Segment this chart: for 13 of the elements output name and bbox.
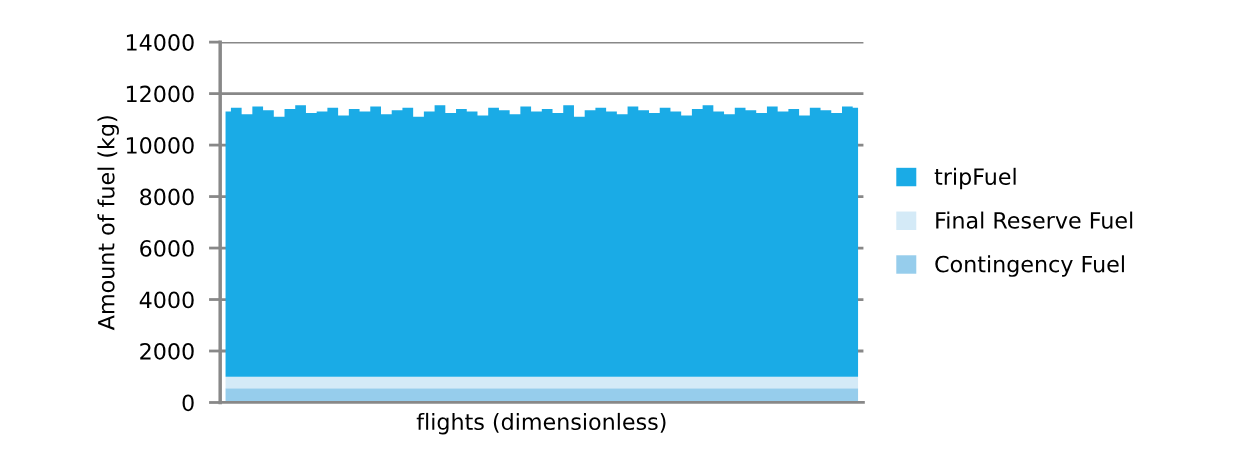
legend-label: tripFuel: [934, 167, 1016, 190]
legend-label: Contingency Fuel: [935, 255, 1124, 277]
y-tick-label: 10000: [126, 137, 194, 154]
y-tick-label: 4000: [139, 291, 194, 309]
y-tick-label: 8000: [140, 188, 194, 206]
y-tick-label: 12000: [126, 85, 194, 103]
y-axis-title: Amount of fuel (kg): [97, 116, 119, 331]
y-tick-label: 2000: [140, 342, 194, 360]
y-tick-label: 6000: [140, 239, 194, 257]
x-axis-title: flights (dimensionless): [416, 412, 666, 435]
legend-label: Final Reserve Fuel: [936, 211, 1133, 229]
y-tick-label: 14000: [126, 34, 194, 51]
y-tick-label: 0: [182, 394, 194, 412]
